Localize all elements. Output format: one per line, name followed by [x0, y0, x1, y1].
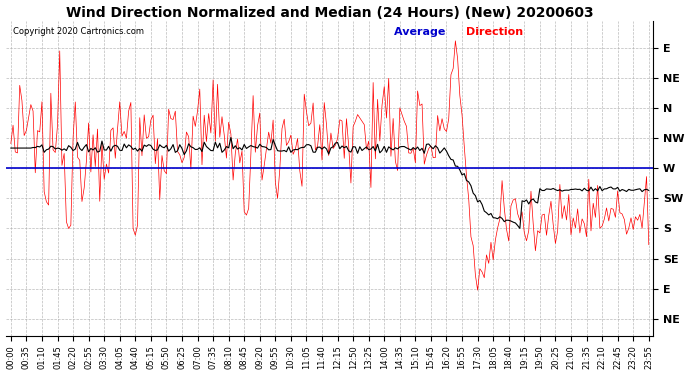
Title: Wind Direction Normalized and Median (24 Hours) (New) 20200603: Wind Direction Normalized and Median (24…	[66, 6, 593, 20]
Text: Copyright 2020 Cartronics.com: Copyright 2020 Cartronics.com	[13, 27, 144, 36]
Text: Direction: Direction	[466, 27, 523, 37]
Text: Average: Average	[395, 27, 450, 37]
